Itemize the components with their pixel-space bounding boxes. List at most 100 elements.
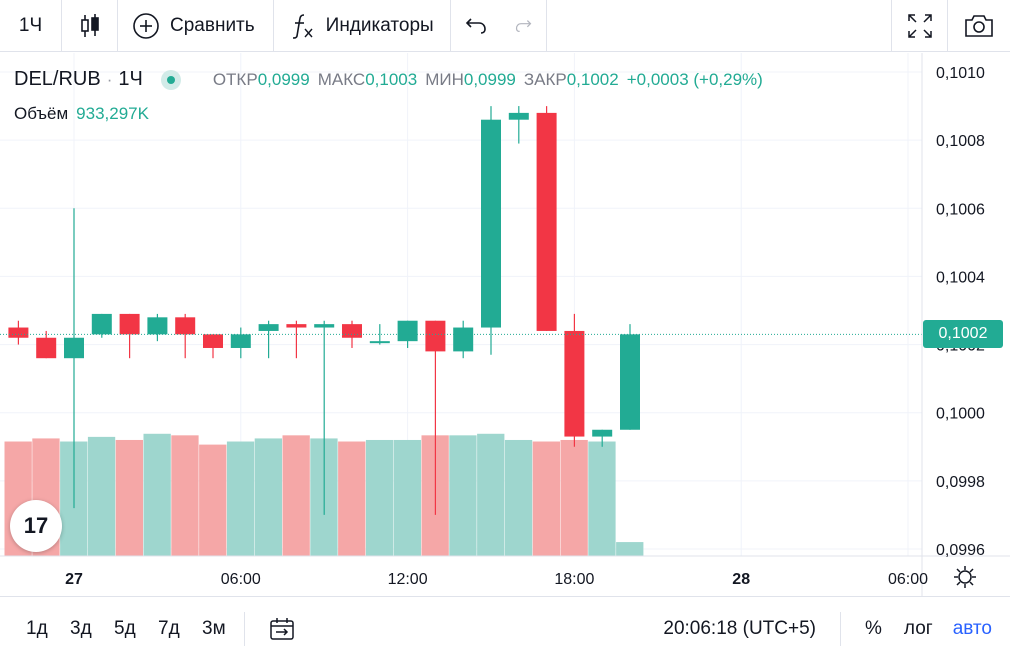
volume-bar	[115, 439, 143, 556]
volume-bar	[254, 438, 282, 556]
legend-separator: ·	[106, 69, 113, 89]
interval-label: 1Ч	[18, 15, 43, 36]
candle-body	[8, 327, 29, 338]
undo-icon	[465, 18, 486, 34]
candle-body	[620, 334, 640, 430]
price-axis[interactable]: 0,10100,10080,10060,10040,10020,10000,09…	[936, 65, 985, 559]
auto-scale-toggle[interactable]: авто	[952, 617, 992, 639]
volume-bar	[338, 441, 366, 556]
candles-icon	[80, 14, 99, 37]
bottom-separator-2	[839, 611, 841, 646]
price-tick-label: 0,1000	[936, 406, 985, 423]
volume-bar	[477, 433, 505, 556]
volume-bar	[616, 542, 644, 556]
candle-body	[564, 330, 585, 437]
candle-body	[425, 320, 446, 352]
bottom-toolbar: 1д 3д 5д 7д 3м 20:06:18 (UTC+5) % лог ав…	[0, 596, 1010, 660]
low-value: 0,0999	[463, 69, 516, 89]
candle-body	[258, 324, 279, 331]
time-axis[interactable]: 27 06:00 12:00 18:00 28 06:00	[65, 571, 928, 588]
time-tick-label: 06:00	[221, 571, 261, 588]
candle-body	[314, 324, 335, 328]
bottom-separator	[244, 611, 245, 646]
candle-body	[536, 112, 557, 331]
open-label: ОТКР	[212, 69, 258, 89]
candle-body	[508, 112, 529, 120]
candle-body	[230, 334, 251, 348]
time-tick-label: 27	[65, 571, 83, 588]
candle-body	[592, 429, 613, 437]
volume-bar	[393, 439, 421, 556]
high-label: МАКС	[317, 69, 366, 89]
candle-body	[397, 320, 418, 342]
close-value: 0,1002	[566, 69, 619, 89]
close-label: ЗАКР	[523, 69, 567, 89]
chart-type-button[interactable]	[62, 0, 118, 52]
candle-body	[203, 334, 223, 348]
volume-bar	[560, 439, 588, 556]
undo-button[interactable]	[451, 0, 501, 52]
candle-body	[453, 327, 474, 352]
tradingview-logo[interactable]: 17	[10, 500, 62, 552]
time-tick-label: 28	[732, 571, 750, 588]
volume-legend: Объём 933,297K	[14, 104, 149, 124]
time-tick-label: 06:00	[888, 571, 928, 588]
symbol-name[interactable]: DEL/RUB	[14, 68, 101, 90]
volume-label: Объём	[14, 104, 69, 123]
settings-icon[interactable]	[954, 566, 976, 588]
fx-icon	[292, 14, 313, 39]
ohlc-legend: DEL/RUB · 1Ч ОТКР 0,0999 МАКС 0,1003 МИН 0,…	[14, 68, 763, 91]
calendar-arrow-icon	[270, 617, 294, 640]
price-tick-label: 0,1006	[936, 201, 985, 218]
last-price-tag: 0,1002	[923, 320, 1003, 348]
redo-button[interactable]	[501, 0, 547, 52]
candle-body	[91, 313, 112, 335]
change-value: +0,0003 (+0,29%)	[626, 69, 763, 89]
range-7d[interactable]: 7д	[158, 617, 180, 639]
high-value: 0,1003	[365, 69, 418, 89]
clock-timezone[interactable]: 20:06:18 (UTC+5)	[663, 617, 816, 639]
volume-bar	[588, 441, 616, 556]
indicators-button[interactable]: Индикаторы	[274, 0, 451, 52]
range-3m[interactable]: 3м	[202, 617, 226, 639]
price-tick-label: 0,0998	[936, 474, 985, 491]
open-value: 0,0999	[257, 69, 310, 89]
volume-bar	[87, 436, 116, 556]
range-3d[interactable]: 3д	[70, 617, 92, 639]
indicators-label: Индикаторы	[325, 15, 434, 36]
price-chart[interactable]: 0,1010 0,1008 0,1006 0,1004 0,1002 0,1000 0,09…	[0, 0, 1010, 596]
logo-text: 17	[23, 513, 49, 538]
volume-bar	[532, 441, 560, 556]
market-status-dot[interactable]	[160, 69, 181, 90]
volume-value: 933,297K	[76, 104, 149, 123]
fullscreen-button[interactable]	[892, 0, 948, 52]
volume-bar	[282, 435, 310, 556]
candle-body	[369, 341, 390, 344]
range-5d[interactable]: 5д	[114, 617, 136, 639]
candle-body	[36, 337, 57, 359]
low-label: МИН	[425, 69, 464, 89]
camera-icon	[965, 15, 993, 37]
candle-body	[342, 324, 362, 338]
compare-button[interactable]: Сравнить	[118, 0, 274, 52]
candle-body	[175, 317, 196, 335]
legend-timeframe: 1Ч	[118, 68, 143, 90]
interval-button[interactable]: 1Ч	[0, 0, 62, 52]
log-toggle[interactable]: лог	[903, 617, 933, 639]
fullscreen-icon	[907, 14, 932, 38]
candle-body	[64, 337, 84, 359]
toolbar-spacer	[547, 0, 892, 51]
candle-body	[119, 313, 140, 335]
range-1d[interactable]: 1д	[26, 617, 48, 639]
volume-bar	[171, 435, 199, 556]
screenshot-button[interactable]	[948, 0, 1010, 52]
price-tick-label: 0,1008	[936, 133, 985, 150]
percent-toggle[interactable]: %	[864, 617, 882, 639]
candles	[8, 106, 640, 515]
plus-circle-icon	[133, 13, 159, 39]
candle-body	[147, 317, 168, 335]
redo-icon	[515, 20, 532, 33]
volume-bar	[504, 439, 533, 556]
goto-date-button[interactable]	[269, 617, 295, 641]
volume-bar	[199, 444, 227, 556]
